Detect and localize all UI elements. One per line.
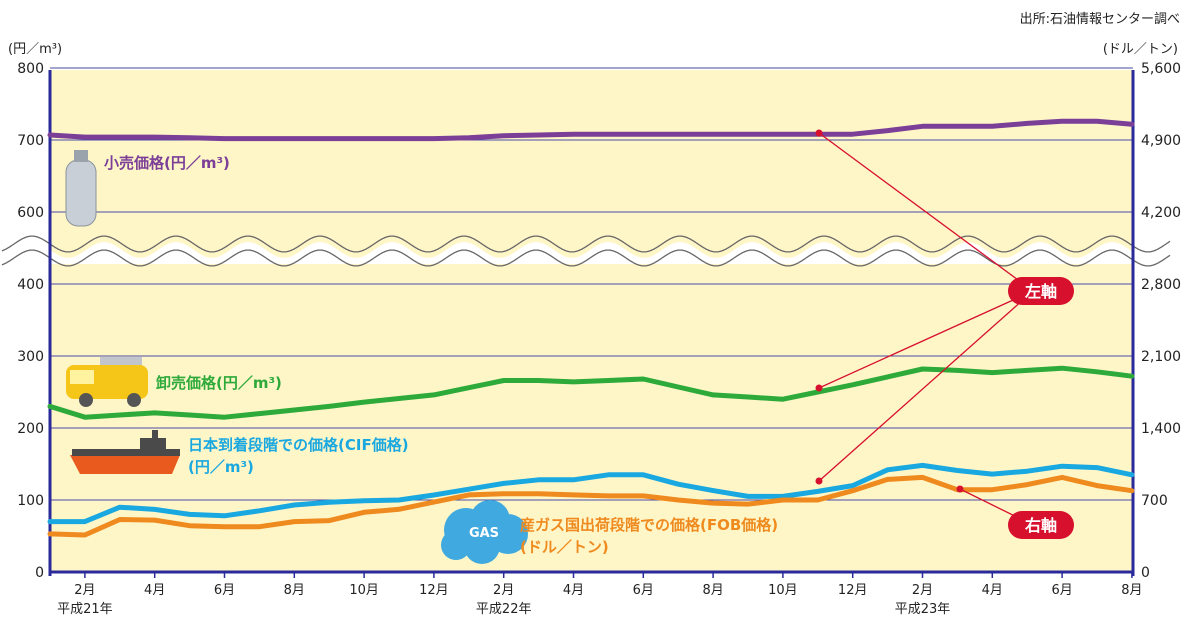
x-tick-label: 8月 (284, 583, 305, 598)
y-left-tick-label: 800 (17, 61, 44, 77)
left-axis-callout-line (818, 132, 1034, 292)
year-label: 平成21年 (57, 602, 113, 617)
gas-cylinder-icon (65, 150, 97, 227)
year-label: 平成22年 (476, 602, 532, 617)
x-tick-label: 12月 (419, 583, 449, 598)
callout-dot (956, 485, 964, 493)
left-axis-unit: (円／m³) (8, 42, 63, 57)
legend-fob-line2: (ドル／トン) (520, 538, 609, 556)
callout-dot (815, 129, 823, 137)
icons: GAS (65, 150, 528, 564)
right-axis-badge (1008, 511, 1074, 539)
series-line-2 (47, 365, 1135, 420)
x-tick-label: 2月 (912, 583, 933, 598)
axis-break-fill (2, 242, 1173, 264)
y-left-tick-label: 100 (17, 493, 44, 509)
left-axis-badge-label: 左軸 (1024, 282, 1057, 301)
tanker-ship-icon (70, 430, 180, 474)
x-tick-label: 6月 (1051, 583, 1072, 598)
callout-dot (815, 477, 823, 485)
y-right-tick-label: 700 (1141, 493, 1168, 509)
x-tick-label: 2月 (493, 583, 514, 598)
axis-break-lower (1, 249, 1171, 267)
y-right-tick-label: 4,200 (1141, 205, 1181, 221)
gas-cloud-icon: GAS (441, 500, 528, 564)
series-line-3 (47, 462, 1135, 525)
tank-truck-icon (66, 357, 148, 407)
x-tick-label: 4月 (563, 583, 584, 598)
legend-wholesale: 卸売価格(円／m³) (156, 374, 282, 392)
year-label: 平成23年 (895, 602, 951, 617)
x-tick-label: 6月 (214, 583, 235, 598)
y-left-tick-label: 200 (17, 421, 44, 437)
callout-dot (815, 384, 823, 392)
legend-cif-line1: 日本到着段階での価格(CIF価格) (188, 436, 409, 454)
legend-fob-line1: 産ガス国出荷段階での価格(FOB価格) (520, 516, 778, 534)
labels: 小売価格(円／m³) 卸売価格(円／m³) 日本到着段階での価格(CIF価格) (円／… (104, 129, 1074, 556)
axis-break-upper (1, 235, 1171, 253)
x-tick-label: 2月 (74, 583, 95, 598)
y-right-tick-label: 2,100 (1141, 349, 1181, 365)
grid-lines (1, 67, 1173, 501)
y-left-tick-label: 600 (17, 205, 44, 221)
legend-retail: 小売価格(円／m³) (104, 154, 230, 172)
gas-icon-text: GAS (469, 526, 499, 541)
x-tick-label: 10月 (349, 583, 379, 598)
series-line-1 (47, 118, 1135, 142)
x-tick-label: 4月 (144, 583, 165, 598)
legend-cif-line2: (円／m³) (188, 458, 254, 476)
y-right-tick-label: 5,600 (1141, 61, 1181, 77)
y-right-tick-label: 2,800 (1141, 277, 1181, 293)
left-axis-callout-line (818, 290, 1034, 389)
y-right-tick-label: 0 (1141, 565, 1150, 581)
x-tick-label: 4月 (982, 583, 1003, 598)
left-axis-callout-line (818, 290, 1034, 482)
series-lines (47, 118, 1135, 538)
axes: 0 100 200 300 400 600 700 800 0 700 1,400 2,100 2,80… (17, 61, 1181, 617)
right-axis-unit: (ドル／トン) (1102, 42, 1178, 57)
x-tick-label: 8月 (1121, 583, 1142, 598)
y-left-tick-label: 700 (17, 133, 44, 149)
x-tick-label: 12月 (838, 583, 868, 598)
series-line-4 (47, 474, 1135, 538)
y-left-tick-label: 400 (17, 277, 44, 293)
source-note: 出所:石油情報センター調べ (1019, 12, 1180, 27)
y-right-tick-label: 4,900 (1141, 133, 1181, 149)
x-tick-label: 6月 (633, 583, 654, 598)
left-axis-badge (1008, 277, 1074, 305)
x-tick-label: 8月 (702, 583, 723, 598)
y-right-tick-label: 1,400 (1141, 421, 1181, 437)
y-left-tick-label: 300 (17, 349, 44, 365)
y-left-tick-label: 0 (35, 565, 44, 581)
x-tick-label: 10月 (768, 583, 798, 598)
right-axis-badge-label: 右軸 (1025, 516, 1057, 535)
